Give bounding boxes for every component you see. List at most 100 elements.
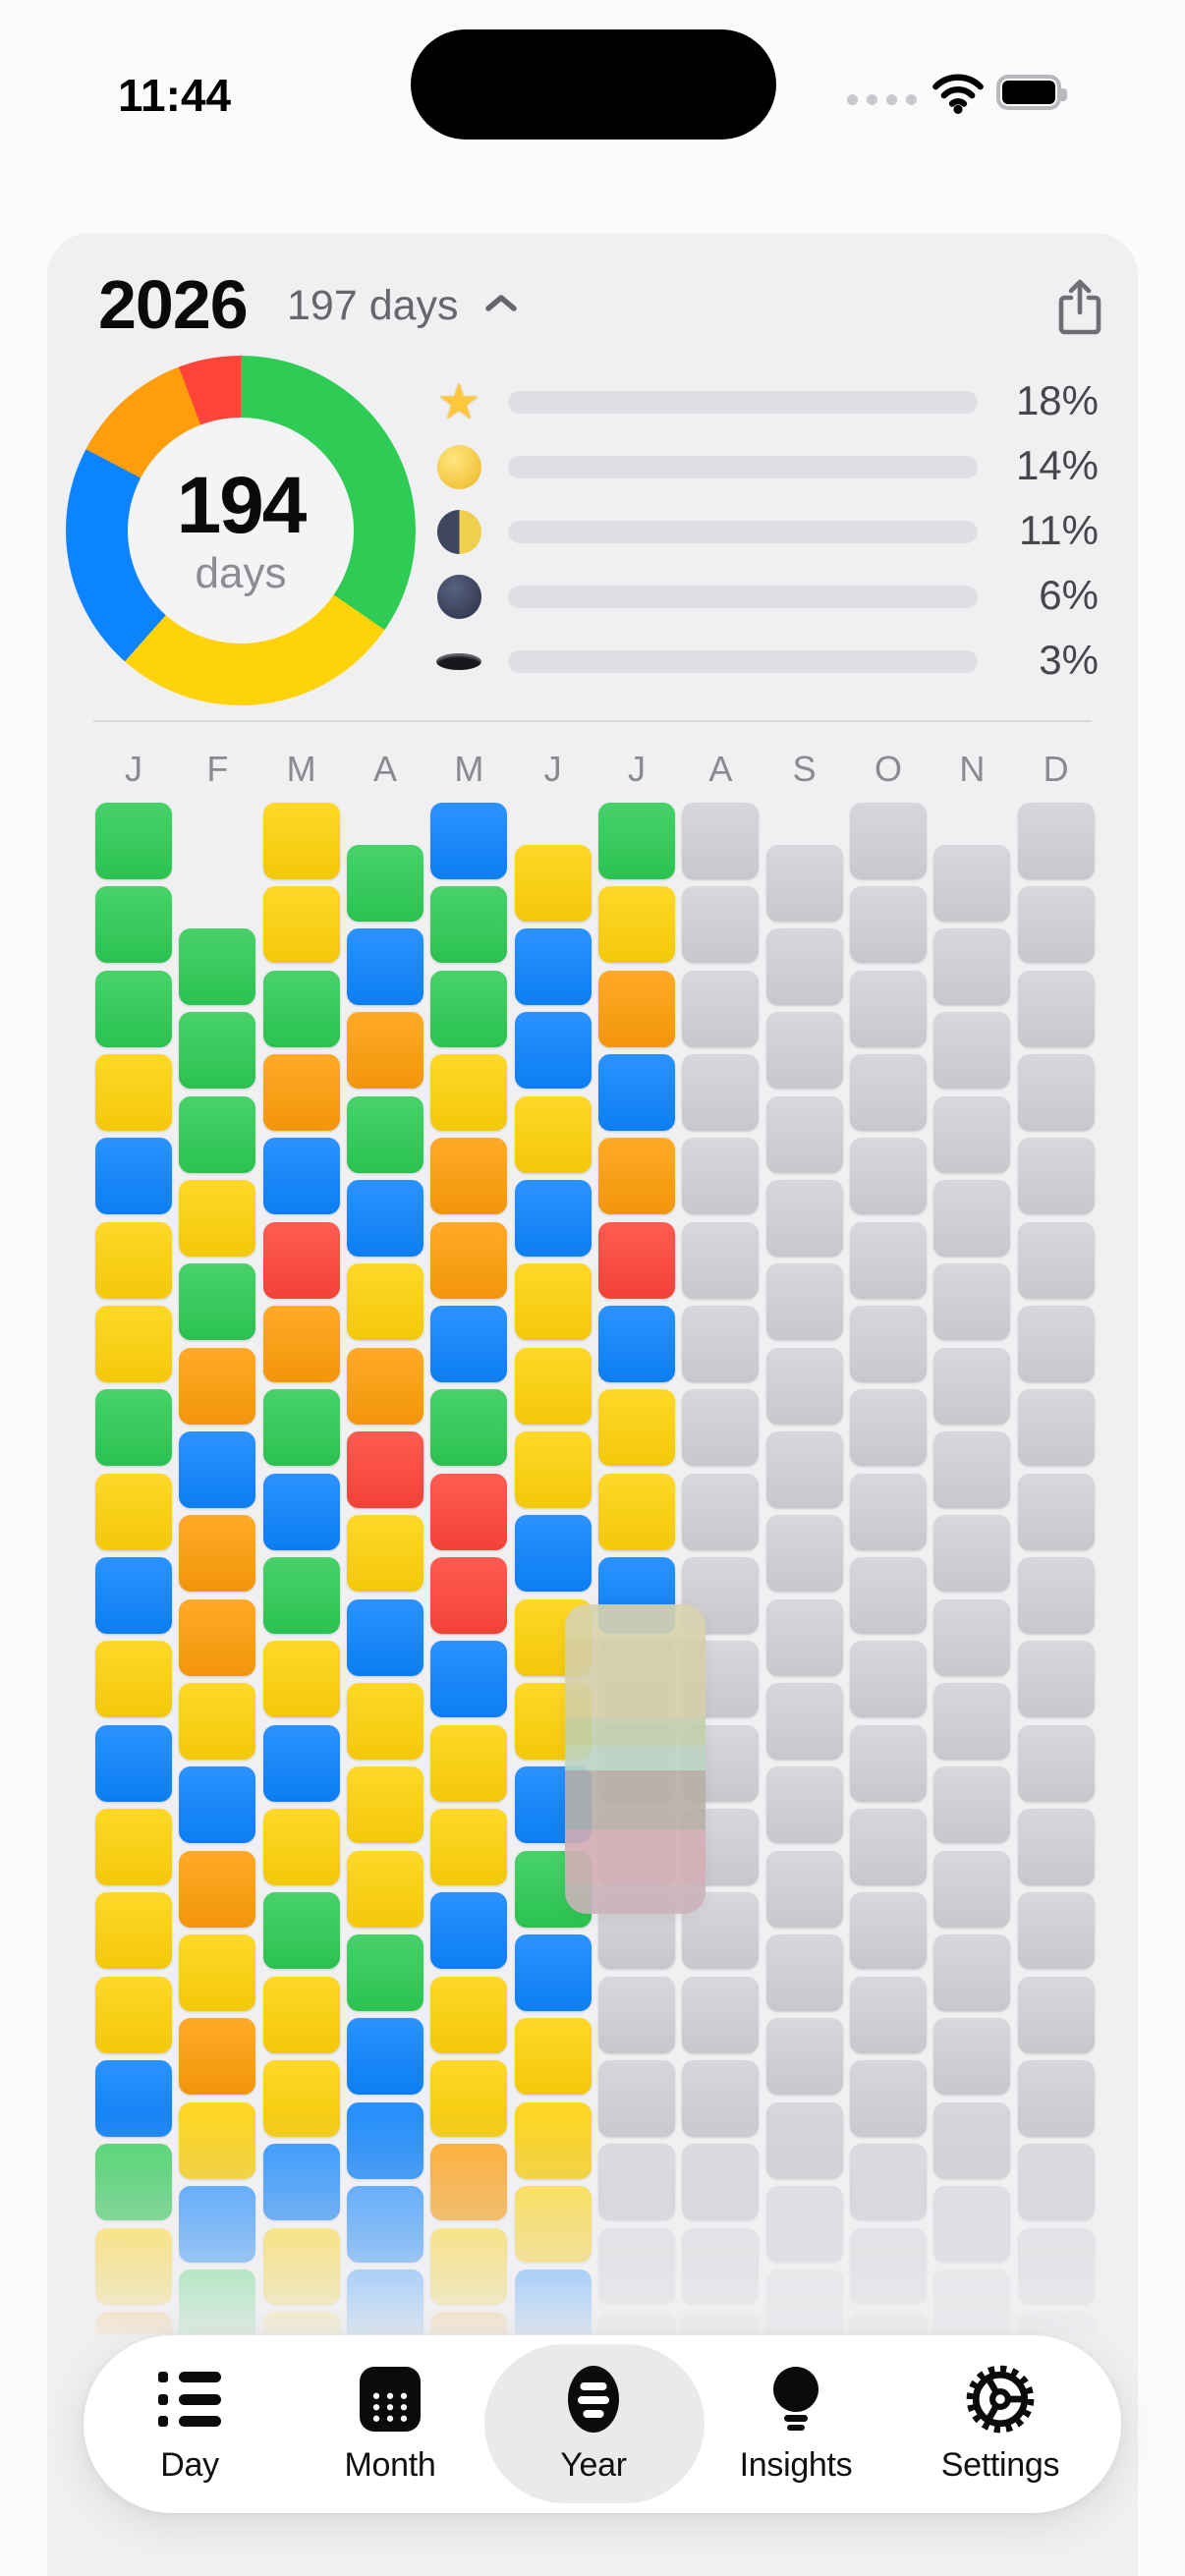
day-cell-m9-d15[interactable] — [765, 2018, 843, 2096]
tab-month[interactable]: Month — [292, 2335, 488, 2513]
day-cell-m5-d13[interactable] — [430, 1808, 508, 1885]
day-cell-m9-d11[interactable] — [765, 1682, 843, 1760]
day-cell-m11-d10[interactable] — [933, 1598, 1011, 1676]
day-cell-m2-d8[interactable] — [179, 1515, 256, 1593]
day-cell-m2-d13[interactable] — [179, 1933, 256, 2011]
day-cell-m9-d4[interactable] — [765, 1095, 843, 1173]
day-cell-m1-d3[interactable] — [95, 970, 172, 1047]
day-cell-m9-d8[interactable] — [765, 1430, 843, 1508]
day-cell-m1-d14[interactable] — [95, 1892, 172, 1970]
day-cell-m8-d4[interactable] — [682, 1053, 760, 1131]
day-cell-m8-d7[interactable] — [682, 1305, 760, 1382]
day-cell-m4-d14[interactable] — [346, 1933, 423, 2011]
day-cell-m4-d5[interactable] — [346, 1179, 423, 1257]
day-cell-m8-d9[interactable] — [682, 1473, 760, 1550]
day-cell-m5-d14[interactable] — [430, 1892, 508, 1970]
day-cell-m6-d1[interactable] — [514, 844, 592, 922]
day-cell-m11-d4[interactable] — [933, 1095, 1011, 1173]
day-cell-m3-d6[interactable] — [262, 1221, 340, 1299]
day-cell-m2-d10[interactable] — [179, 1682, 256, 1760]
day-cell-m1-d10[interactable] — [95, 1556, 172, 1634]
day-cell-m6-d14[interactable] — [514, 1933, 592, 2011]
day-cell-m3-d12[interactable] — [262, 1724, 340, 1802]
day-cell-m6-d5[interactable] — [514, 1179, 592, 1257]
day-cell-m1-d9[interactable] — [95, 1473, 172, 1550]
day-cell-m8-d2[interactable] — [682, 886, 760, 964]
day-cell-m6-d3[interactable] — [514, 1012, 592, 1090]
day-cell-m6-d15[interactable] — [514, 2018, 592, 2096]
day-cell-m9-d2[interactable] — [765, 927, 843, 1005]
day-cell-m4-d12[interactable] — [346, 1766, 423, 1844]
day-cell-m4-d11[interactable] — [346, 1682, 423, 1760]
day-cell-m12-d7[interactable] — [1017, 1305, 1095, 1382]
day-cell-m10-d4[interactable] — [849, 1053, 927, 1131]
day-cell-m4-d1[interactable] — [346, 844, 423, 922]
day-cell-m2-d4[interactable] — [179, 1179, 256, 1257]
day-cell-m2-d5[interactable] — [179, 1263, 256, 1341]
day-cell-m8-d15[interactable] — [682, 1976, 760, 2053]
day-cell-m5-d5[interactable] — [430, 1138, 508, 1215]
day-cell-m12-d9[interactable] — [1017, 1473, 1095, 1550]
day-cell-m1-d8[interactable] — [95, 1389, 172, 1467]
day-cell-m3-d13[interactable] — [262, 1808, 340, 1885]
day-cell-m11-d15[interactable] — [933, 2018, 1011, 2096]
day-cell-m2-d7[interactable] — [179, 1430, 256, 1508]
day-cell-m9-d3[interactable] — [765, 1012, 843, 1090]
day-cell-m3-d8[interactable] — [262, 1389, 340, 1467]
day-cell-m3-d2[interactable] — [262, 886, 340, 964]
day-cell-m12-d14[interactable] — [1017, 1892, 1095, 1970]
day-cell-m5-d2[interactable] — [430, 886, 508, 964]
day-cell-m5-d8[interactable] — [430, 1389, 508, 1467]
day-cell-m12-d4[interactable] — [1017, 1053, 1095, 1131]
day-cell-m9-d7[interactable] — [765, 1347, 843, 1425]
day-cell-m10-d14[interactable] — [849, 1892, 927, 1970]
day-cell-m5-d7[interactable] — [430, 1305, 508, 1382]
tab-insights[interactable]: Insights — [698, 2335, 894, 2513]
day-cell-m6-d6[interactable] — [514, 1263, 592, 1341]
day-cell-m12-d6[interactable] — [1017, 1221, 1095, 1299]
day-cell-m9-d9[interactable] — [765, 1515, 843, 1593]
day-cell-m4-d2[interactable] — [346, 927, 423, 1005]
day-cell-m3-d14[interactable] — [262, 1892, 340, 1970]
day-cell-m7-d1[interactable] — [597, 803, 675, 879]
day-cell-m2-d3[interactable] — [179, 1095, 256, 1173]
day-cell-m10-d12[interactable] — [849, 1724, 927, 1802]
day-cell-m4-d6[interactable] — [346, 1263, 423, 1341]
day-cell-m9-d12[interactable] — [765, 1766, 843, 1844]
share-button[interactable] — [1049, 275, 1110, 340]
day-cell-m7-d2[interactable] — [597, 886, 675, 964]
day-cell-m11-d14[interactable] — [933, 1933, 1011, 2011]
day-cell-m1-d4[interactable] — [95, 1053, 172, 1131]
day-cell-m11-d9[interactable] — [933, 1515, 1011, 1593]
day-cell-m1-d12[interactable] — [95, 1724, 172, 1802]
day-cell-m1-d1[interactable] — [95, 803, 172, 879]
day-cell-m10-d15[interactable] — [849, 1976, 927, 2053]
day-cell-m1-d5[interactable] — [95, 1138, 172, 1215]
day-cell-m10-d1[interactable] — [849, 803, 927, 879]
day-cell-m10-d2[interactable] — [849, 886, 927, 964]
day-cell-m8-d3[interactable] — [682, 970, 760, 1047]
day-cell-m10-d8[interactable] — [849, 1389, 927, 1467]
day-cell-m7-d3[interactable] — [597, 970, 675, 1047]
day-cell-m8-d6[interactable] — [682, 1221, 760, 1299]
day-cell-m7-d9[interactable] — [597, 1473, 675, 1550]
day-cell-m1-d7[interactable] — [95, 1305, 172, 1382]
day-cell-m2-d2[interactable] — [179, 1012, 256, 1090]
day-cell-m1-d2[interactable] — [95, 886, 172, 964]
day-cell-m2-d14[interactable] — [179, 2018, 256, 2096]
day-cell-m10-d3[interactable] — [849, 970, 927, 1047]
day-cell-m4-d7[interactable] — [346, 1347, 423, 1425]
day-cell-m9-d13[interactable] — [765, 1850, 843, 1928]
day-cell-m5-d1[interactable] — [430, 803, 508, 879]
day-cell-m3-d7[interactable] — [262, 1305, 340, 1382]
day-cell-m1-d15[interactable] — [95, 1976, 172, 2053]
day-cell-m11-d6[interactable] — [933, 1263, 1011, 1341]
day-cell-m7-d15[interactable] — [597, 1976, 675, 2053]
day-cell-m5-d6[interactable] — [430, 1221, 508, 1299]
day-cell-m11-d13[interactable] — [933, 1850, 1011, 1928]
day-cell-m4-d9[interactable] — [346, 1515, 423, 1593]
day-cell-m7-d6[interactable] — [597, 1221, 675, 1299]
day-cell-m4-d13[interactable] — [346, 1850, 423, 1928]
day-cell-m2-d6[interactable] — [179, 1347, 256, 1425]
day-cell-m11-d1[interactable] — [933, 844, 1011, 922]
